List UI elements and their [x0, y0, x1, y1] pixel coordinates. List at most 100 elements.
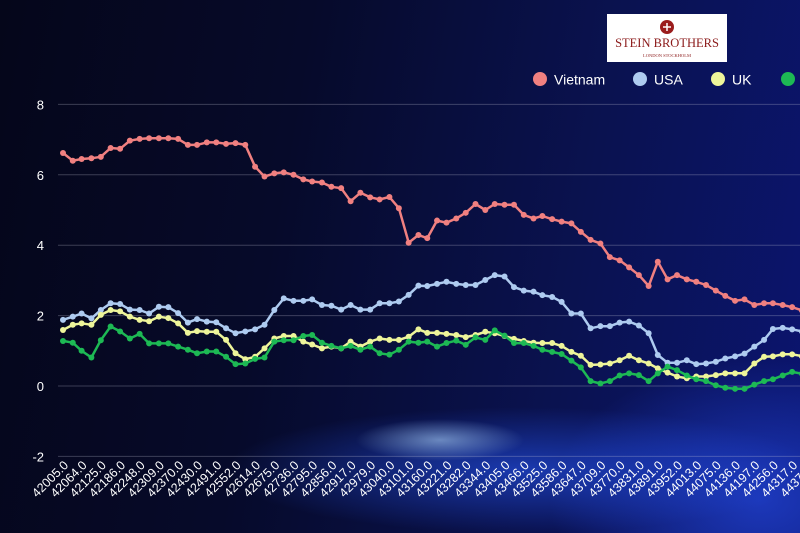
- data-point: [741, 350, 748, 357]
- y-tick-label: 8: [37, 97, 44, 112]
- data-point: [789, 368, 796, 375]
- data-point: [453, 331, 460, 338]
- data-point: [693, 361, 700, 368]
- data-point: [453, 280, 460, 287]
- data-point: [626, 264, 633, 271]
- data-point: [280, 295, 287, 302]
- data-point: [97, 306, 104, 313]
- data-point: [309, 341, 316, 348]
- data-point: [539, 340, 546, 347]
- data-point: [97, 311, 104, 318]
- data-point: [126, 137, 133, 144]
- data-point: [290, 337, 297, 344]
- data-point: [146, 135, 153, 142]
- data-point: [88, 321, 95, 328]
- data-point: [769, 376, 776, 383]
- data-point: [568, 357, 575, 364]
- data-point: [789, 351, 796, 358]
- data-point: [491, 327, 498, 334]
- data-point: [184, 141, 191, 148]
- data-point: [751, 343, 758, 350]
- data-point: [261, 321, 268, 328]
- data-point: [577, 364, 584, 371]
- legend-item[interactable]: USA: [633, 72, 683, 88]
- data-point: [223, 140, 230, 147]
- data-point: [117, 328, 124, 335]
- data-point: [549, 348, 556, 355]
- data-point: [395, 298, 402, 305]
- legend-item[interactable]: [781, 72, 795, 86]
- data-point: [722, 355, 729, 362]
- data-point: [88, 155, 95, 162]
- legend-swatch: [533, 72, 547, 86]
- data-point: [318, 339, 325, 346]
- data-point: [606, 323, 613, 330]
- data-point: [97, 153, 104, 160]
- data-point: [606, 360, 613, 367]
- data-point: [741, 385, 748, 392]
- data-point: [376, 335, 383, 342]
- data-point: [462, 334, 469, 341]
- data-point: [376, 300, 383, 307]
- data-point: [587, 361, 594, 368]
- data-point: [242, 328, 249, 335]
- data-point: [635, 357, 642, 364]
- data-point: [510, 201, 517, 208]
- data-point: [136, 306, 143, 313]
- data-point: [280, 337, 287, 344]
- data-point: [318, 345, 325, 352]
- y-tick-label: 6: [37, 168, 44, 183]
- data-point: [357, 306, 364, 313]
- data-point: [60, 316, 66, 323]
- data-point: [405, 333, 412, 340]
- data-point: [78, 320, 85, 327]
- data-point: [271, 306, 278, 313]
- data-point: [175, 343, 182, 350]
- data-point: [146, 310, 153, 317]
- data-point: [472, 201, 479, 208]
- data-point: [434, 280, 441, 287]
- data-point: [261, 354, 268, 361]
- data-point: [367, 306, 374, 313]
- data-point: [491, 272, 498, 279]
- data-point: [597, 361, 604, 368]
- data-point: [367, 194, 374, 201]
- data-point: [761, 353, 768, 360]
- data-point: [530, 288, 537, 295]
- data-point: [328, 342, 335, 349]
- data-point: [155, 303, 162, 310]
- data-point: [712, 382, 719, 389]
- data-point: [271, 170, 278, 177]
- data-point: [107, 306, 114, 313]
- data-point: [616, 357, 623, 364]
- legend-item[interactable]: Vietnam: [533, 72, 605, 88]
- data-point: [290, 171, 297, 178]
- data-point: [683, 276, 690, 283]
- data-point: [300, 338, 307, 345]
- series-usa: [60, 272, 800, 368]
- data-point: [597, 240, 604, 247]
- legend-item[interactable]: UK: [711, 72, 752, 88]
- data-point: [232, 361, 239, 368]
- data-point: [434, 217, 441, 224]
- data-point: [549, 293, 556, 300]
- data-point: [280, 333, 287, 340]
- data-point: [376, 350, 383, 357]
- data-point: [558, 218, 565, 225]
- data-point: [424, 329, 431, 336]
- data-point: [194, 328, 201, 335]
- data-point: [69, 313, 76, 320]
- data-point: [318, 302, 325, 309]
- data-point: [338, 345, 345, 352]
- data-point: [549, 216, 556, 223]
- data-point: [347, 338, 354, 345]
- data-point: [683, 357, 690, 364]
- data-point: [741, 296, 748, 303]
- data-point: [683, 372, 690, 379]
- data-point: [261, 345, 268, 352]
- data-point: [347, 198, 354, 205]
- data-point: [69, 157, 76, 164]
- data-point: [357, 346, 364, 353]
- data-point: [732, 370, 739, 377]
- data-point: [126, 335, 133, 342]
